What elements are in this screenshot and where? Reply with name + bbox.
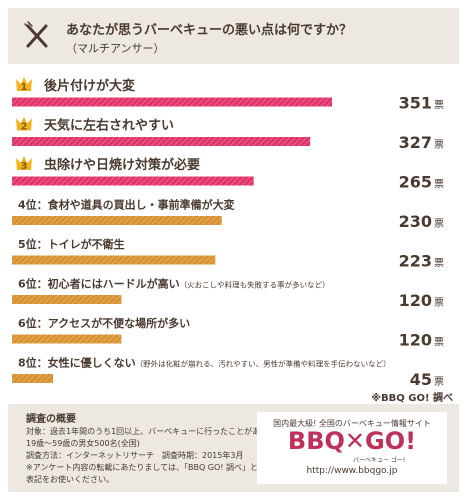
- rank-number: 1: [21, 82, 28, 93]
- value-label: 265: [399, 173, 432, 192]
- bar-texture: [12, 374, 54, 383]
- bar-texture: [12, 176, 254, 186]
- fork-knife-icon: [24, 21, 48, 48]
- survey-line: ※アンケート内容の転載にあたりましては、「BBQ GO! 調べ」という: [26, 463, 275, 472]
- crown-icon: [16, 77, 32, 91]
- category-label: 虫除けや日焼け対策が必要: [44, 157, 200, 173]
- value-label: 120: [399, 291, 432, 310]
- survey-line: 19歳～59歳の男女500名(全国): [26, 439, 140, 448]
- rank-number: 2: [21, 122, 28, 133]
- value-unit: 票: [434, 139, 444, 151]
- question-subtitle: （マルチアンサー）: [66, 42, 165, 55]
- value-label: 120: [399, 331, 432, 350]
- question-header: あなたが思うバーベキューの悪い点は何ですか？ （マルチアンサー）: [8, 8, 459, 64]
- crown-icon: [16, 156, 32, 170]
- bar-texture: [12, 137, 311, 146]
- value-unit: 票: [434, 218, 444, 230]
- ad-url-link[interactable]: http://www.bbqgo.jp: [306, 466, 398, 476]
- value-label: 45: [410, 370, 432, 386]
- bar-texture: [12, 334, 122, 344]
- category-label: 5位：トイレが不衛生: [18, 237, 125, 251]
- category-label: 天気に左右されやすい: [44, 118, 174, 134]
- value-unit: 票: [434, 376, 444, 386]
- survey-line: 表記をお使いください。: [26, 475, 114, 484]
- bbqgo-logo-reading: バーベキュー ゴー!: [353, 457, 406, 464]
- ad-tagline: 国内最大級! 全国のバーベキュー情報サイト: [273, 419, 431, 428]
- survey-overview: 調査の概要 対象：過去1年間のうち1回以上、バーベキューに行ったことがある 19…: [8, 404, 459, 492]
- value-unit: 票: [434, 297, 444, 309]
- survey-line: 対象：過去1年間のうち1回以上、バーベキューに行ったことがある: [26, 427, 269, 436]
- value-unit: 票: [434, 179, 444, 191]
- value-label: 351: [399, 94, 432, 113]
- question-title: あなたが思うバーベキューの悪い点は何ですか？: [66, 23, 353, 38]
- bar-texture: [12, 255, 216, 265]
- value-unit: 票: [434, 100, 444, 112]
- rank-number: 3: [21, 161, 28, 172]
- survey-line: 調査方法：インターネットリサーチ 調査時期：2015年3月: [26, 451, 244, 460]
- crown-icon: [16, 116, 32, 131]
- survey-title: 調査の概要: [26, 414, 76, 425]
- bar-texture: [12, 97, 332, 107]
- category-label: 4位：食材や道具の買出し・事前準備が大変: [18, 198, 235, 212]
- bbqgo-logo: BBQ✕GO!: [287, 427, 417, 455]
- category-label: 6位：アクセスが不便な場所が多い: [18, 316, 190, 330]
- bar-texture: [12, 216, 222, 225]
- value-unit: 票: [434, 258, 444, 270]
- value-unit: 票: [434, 337, 444, 349]
- bbqgo-ad[interactable]: 国内最大級! 全国のバーベキュー情報サイト BBQ✕GO! バーベキュー ゴー!…: [257, 412, 447, 484]
- category-label: 6位：初心者にはハードルが高い（火おこしや料理も失敗する事が多いなど）: [18, 277, 330, 291]
- bar-texture: [12, 295, 122, 304]
- category-label: 8位：女性に優しくない（野外は化粧が崩れる、汚れやすい、男性が準備や料理を手伝わ…: [18, 356, 391, 370]
- value-label: 327: [399, 133, 432, 152]
- category-label: 後片付けが大変: [44, 78, 135, 94]
- value-label: 223: [399, 252, 432, 271]
- value-label: 230: [399, 212, 432, 231]
- chart-source-note: ※BBQ GO! 調べ: [371, 393, 453, 404]
